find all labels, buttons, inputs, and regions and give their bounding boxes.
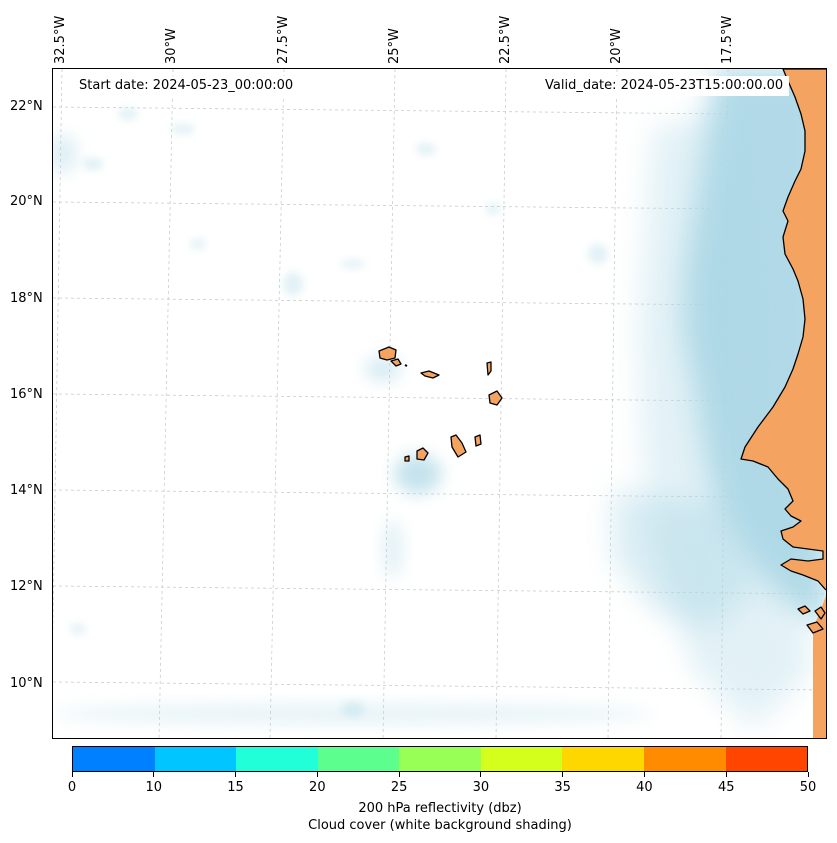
- colorbar-segment-0: [73, 747, 155, 771]
- colorbar-segment-4: [399, 747, 481, 771]
- lat-label-10n: 10°N: [10, 676, 43, 691]
- start-date-label: Start date: 2024-05-23_00:00:00: [73, 76, 300, 96]
- colorbar-segment-5: [480, 747, 563, 771]
- lat-label-12n: 12°N: [10, 579, 43, 594]
- lat-label-14n: 14°N: [10, 483, 43, 498]
- colorbar-tick-label: 20: [309, 780, 326, 795]
- lon-label-30w: 30°W: [164, 28, 179, 64]
- island-santa-luzia: [404, 364, 408, 367]
- map-canvas: [53, 69, 826, 738]
- colorbar-tick-mark: [643, 772, 645, 777]
- cloud-patch: [416, 143, 436, 155]
- island-sal: [486, 361, 492, 376]
- lon-line-20: [607, 69, 618, 738]
- cloud-patch-islands-north: [365, 357, 401, 381]
- lon-label-27-5w: 27.5°W: [276, 15, 291, 64]
- colorbar-tick-mark: [807, 772, 809, 777]
- lon-label-25w: 25°W: [387, 28, 402, 64]
- island-santiago: [450, 434, 467, 458]
- africa-coastline: [740, 69, 826, 591]
- lat-label-20n: 20°N: [10, 194, 43, 209]
- cloud-patch: [485, 203, 501, 215]
- valid-date-label: Valid_date: 2024-05-23T15:00:00.00: [539, 76, 790, 96]
- colorbar-tick-label: 25: [390, 780, 408, 795]
- colorbar-segment-8: [725, 747, 808, 771]
- colorbar-tick-mark: [480, 772, 482, 777]
- colorbar-tick-label: 45: [717, 780, 735, 795]
- cloud-patch: [588, 244, 608, 264]
- cloud-band-south: [613, 489, 753, 629]
- lon-label-22-5w: 22.5°W: [498, 15, 513, 64]
- island-santo-antao: [378, 346, 397, 361]
- colorbar-tick-mark: [235, 772, 237, 777]
- cloud-patch-islands: [394, 454, 442, 494]
- lat-label-18n: 18°N: [10, 291, 43, 306]
- colorbar-tick-mark: [398, 772, 400, 777]
- colorbar-tick-label: 50: [799, 780, 817, 795]
- colorbar-segment-1: [154, 747, 237, 771]
- island-sao-vicente: [390, 358, 402, 367]
- colorbar-tick-mark: [725, 772, 727, 777]
- land: [378, 69, 826, 738]
- colorbar-segment-7: [643, 747, 726, 771]
- colorbar-segment-6: [562, 747, 644, 771]
- island-maio: [474, 434, 482, 447]
- colorbar-tick-label: 30: [472, 780, 490, 795]
- cloud-patch: [283, 272, 303, 296]
- colorbar-tick-mark: [153, 772, 155, 777]
- island-sao-nicolau: [420, 370, 440, 379]
- island-fogo: [416, 447, 429, 461]
- cloud-patch-left: [53, 134, 77, 174]
- lon-line-22-5: [495, 69, 507, 738]
- cloud-patch: [190, 238, 206, 250]
- colorbar-label-reflectivity: 200 hPa reflectivity (dbz): [358, 801, 522, 816]
- colorbar-tick-label: 40: [636, 780, 653, 795]
- lon-line-25: [382, 69, 396, 738]
- island-bijagos-1: [797, 605, 811, 615]
- island-bijagos-2: [814, 606, 826, 620]
- cloud-patch: [341, 701, 365, 717]
- colorbar: [72, 746, 808, 772]
- lon-line-30: [158, 69, 174, 738]
- cloud-patch-islands-south: [383, 519, 403, 579]
- lon-label-20w: 20°W: [609, 28, 624, 64]
- cloud-patch: [171, 123, 195, 135]
- map-panel: [52, 68, 827, 739]
- lon-line-27-5: [269, 69, 285, 738]
- colorbar-tick-mark: [562, 772, 564, 777]
- colorbar-tick-label: 35: [554, 780, 571, 795]
- colorbar-segment-3: [317, 747, 400, 771]
- lat-label-16n: 16°N: [10, 387, 43, 402]
- cloud-patch: [70, 623, 86, 635]
- colorbar-label-cloud-cover: Cloud cover (white background shading): [308, 818, 572, 833]
- island-bijagos-3: [806, 621, 824, 634]
- lon-label-17-5w: 17.5°W: [720, 15, 735, 64]
- cloud-patch: [341, 259, 365, 269]
- lat-label-22n: 22°N: [10, 99, 43, 114]
- island-boa-vista: [488, 390, 503, 406]
- colorbar-segment-2: [236, 747, 318, 771]
- cloud-patch: [118, 108, 138, 120]
- lon-label-32-5w: 32.5°W: [53, 15, 68, 64]
- colorbar-tick-label: 15: [227, 780, 244, 795]
- cloud-patch: [83, 158, 103, 170]
- island-brava: [404, 455, 410, 462]
- colorbar-tick-mark: [316, 772, 318, 777]
- cloud-cover: [53, 69, 826, 729]
- colorbar-tick-label: 10: [145, 780, 163, 795]
- colorbar-tick-label: 0: [67, 780, 77, 795]
- colorbar-tick-mark: [71, 772, 73, 777]
